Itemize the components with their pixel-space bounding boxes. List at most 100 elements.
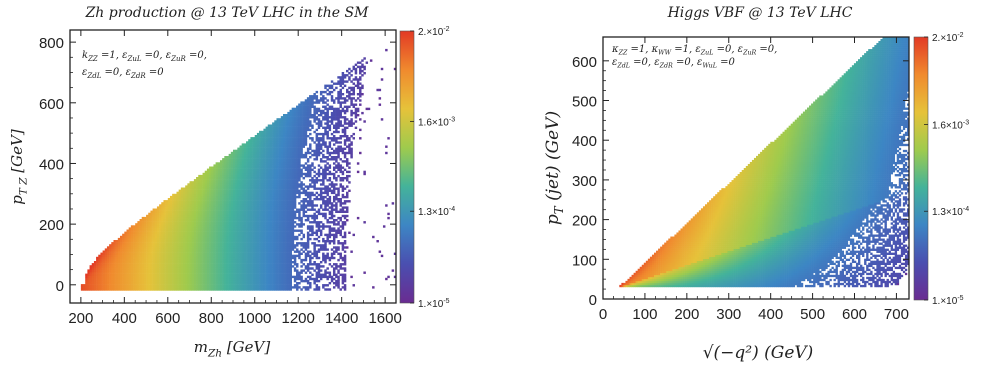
left-heatmap-cell [274,149,277,153]
left-heatmap-cell [239,282,242,285]
left-heatmap-cell [256,160,260,163]
left-heatmap-cell [230,233,234,237]
left-heatmap-cell [226,168,229,171]
left-heatmap-cell [269,225,273,228]
left-heatmap-cell [146,256,149,260]
left-heatmap-cell [280,273,284,276]
left-heatmap-cell [246,221,249,224]
left-heatmap-cell [119,261,123,264]
left-heatmap-cell [250,206,253,209]
left-heatmap-cell [233,265,236,268]
left-heatmap-cell [243,240,247,243]
left-heatmap-cell [269,168,273,171]
left-heatmap-cell [109,269,112,272]
left-heatmap-cell [259,145,262,148]
left-heatmap-cell [261,221,264,224]
left-heatmap-cell [150,284,153,287]
left-heatmap-cell [130,261,134,264]
left-heatmap-cell [239,229,242,232]
left-heatmap-cell [263,135,266,138]
left-heatmap-cell [176,244,179,247]
left-heatmap-cell [261,277,264,281]
left-heatmap-cell [180,198,184,201]
left-heatmap-cell [215,187,219,190]
left-heatmap-cell [185,279,188,283]
left-heatmap-cell [202,252,206,255]
left-heatmap-cell [246,149,249,153]
left-heatmap-cell [276,254,279,258]
left-heatmap-cell [217,191,221,195]
left-heatmap-cell [163,258,166,262]
left-heatmap-cell [187,187,190,190]
left-heatmap-cell [180,223,184,226]
left-heatmap-cell [89,273,93,276]
left-heatmap-cell [282,174,286,178]
left-heatmap-cell [172,275,175,279]
left-heatmap-cell [174,286,177,289]
left-heatmap-cell [276,145,279,148]
left-heatmap-cell [224,223,227,226]
left-heatmap-cell [269,181,273,184]
left-heatmap-cell [224,261,227,264]
left-heatmap-cell [226,156,229,159]
left-heatmap-cell [115,284,119,287]
left-heatmap-cell [228,227,232,230]
left-heatmap-cell [235,246,238,249]
left-heatmap-cell [126,250,129,253]
left-heatmap-cell [196,219,199,222]
left-heatmap-cell [254,139,258,142]
left-heatmap-cell [204,198,208,201]
left-heatmap-cell [235,265,238,268]
left-heatmap-cell [230,286,234,289]
left-heatmap-cell [217,227,221,230]
left-heatmap-cell [243,273,247,276]
left-heatmap-cell [217,250,221,253]
left-heatmap-cell [104,261,108,264]
left-heatmap-cell [146,235,149,239]
left-heatmap-cell [282,227,286,230]
left-heatmap-cell [217,185,221,188]
left-heatmap-cell [141,233,145,237]
left-heatmap-cell [254,141,258,144]
left-heatmap-cell [133,242,136,245]
left-heatmap-cell [256,229,260,232]
left-heatmap-cell [217,248,221,251]
left-heatmap-cell [159,231,162,234]
left-heatmap-cell [174,277,177,281]
left-heatmap-cell [246,267,249,270]
left-heatmap-cell [180,242,184,245]
left-heatmap-cell [191,275,195,279]
left-heatmap-cell [219,183,223,186]
left-heatmap-cell [193,183,197,186]
left-heatmap-cell [213,265,216,268]
left-heatmap-cell [187,185,190,188]
left-heatmap-cell [230,231,234,234]
left-heatmap-cell [280,116,284,119]
left-heatmap-cell [243,204,247,207]
left-heatmap-cell [261,227,264,230]
left-heatmap-cell [291,286,295,289]
left-heatmap-cell [128,231,132,234]
left-heatmap-cell [296,166,299,169]
left-heatmap-cell [263,149,266,153]
left-heatmap-cell [200,206,203,209]
left-heatmap-cell [204,183,208,186]
left-heatmap-cell [189,288,192,291]
left-heatmap-cell [226,252,229,255]
left-heatmap-cell [296,210,299,213]
left-heatmap-cell [276,149,279,153]
left-heatmap-cell [239,198,242,201]
left-heatmap-cell [256,244,260,247]
left-heatmap-cell [259,277,262,281]
left-heatmap-cell [289,225,292,228]
left-heatmap-cell [159,214,162,218]
left-heatmap-cell [113,275,116,279]
left-heatmap-cell [254,279,258,283]
left-heatmap-cell [261,164,264,167]
left-heatmap-cell [287,187,290,190]
left-heatmap-cell [215,229,219,232]
left-heatmap-cell [235,242,238,245]
left-heatmap-cell [235,269,238,272]
left-heatmap-cell [235,229,238,232]
left-heatmap-cell [122,286,125,289]
